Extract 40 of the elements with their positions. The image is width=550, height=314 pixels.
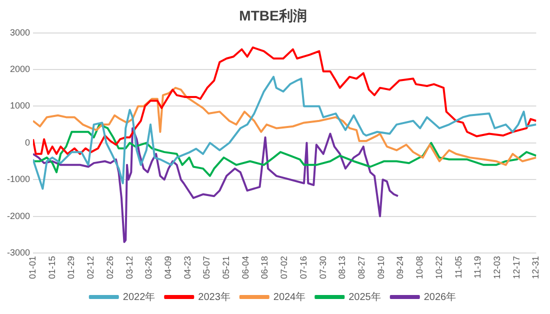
y-tick-label: 3000 bbox=[10, 27, 30, 38]
x-tick-label: 04-23 bbox=[182, 256, 192, 280]
x-tick-label: 08-27 bbox=[356, 256, 367, 280]
y-tick-label: -1000 bbox=[6, 174, 30, 184]
y-tick-label: 1000 bbox=[10, 100, 30, 111]
legend-label: 2023年 bbox=[198, 290, 230, 303]
x-tick-label: 02-26 bbox=[104, 256, 115, 280]
legend-label: 2025年 bbox=[348, 290, 381, 303]
y-tick-label: -2000 bbox=[6, 210, 30, 221]
x-tick-label: 11-05 bbox=[453, 256, 464, 278]
x-tick-label: 11-19 bbox=[472, 256, 483, 278]
x-tick-label: 10-22 bbox=[434, 256, 444, 280]
x-tick-label: 10-08 bbox=[414, 256, 425, 280]
x-tick-label: 04-09 bbox=[162, 256, 173, 280]
x-tick-label: 01-15 bbox=[46, 256, 57, 280]
legend-label: 2026年 bbox=[424, 290, 456, 303]
x-tick-label: 05-07 bbox=[202, 256, 212, 280]
chart-title: MTBE利润 bbox=[239, 7, 307, 24]
x-tick-label: 06-18 bbox=[260, 256, 270, 280]
y-tick-label: 0 bbox=[25, 137, 30, 148]
x-tick-label: 12-31 bbox=[530, 256, 541, 280]
legend-label: 2024年 bbox=[273, 290, 306, 303]
y-tick-label: 2000 bbox=[10, 64, 30, 74]
x-tick-label: 03-12 bbox=[124, 256, 134, 280]
x-tick-label: 12-03 bbox=[492, 256, 502, 280]
x-tick-label: 07-16 bbox=[298, 256, 308, 280]
x-tick-label: 09-10 bbox=[376, 256, 386, 280]
x-tick-label: 07-02 bbox=[279, 256, 290, 280]
x-tick-label: 01-01 bbox=[28, 256, 38, 280]
legend-label: 2022年 bbox=[122, 290, 156, 303]
y-tick-label: -3000 bbox=[6, 247, 30, 258]
x-tick-label: 05-21 bbox=[221, 256, 232, 280]
x-tick-label: 01-29 bbox=[66, 256, 76, 280]
x-tick-label: 08-13 bbox=[337, 256, 348, 280]
x-tick-label: 06-04 bbox=[240, 256, 250, 280]
x-tick-label: 07-30 bbox=[318, 256, 328, 280]
x-tick-label: 02-12 bbox=[86, 256, 96, 280]
x-tick-label: 03-26 bbox=[144, 256, 154, 280]
x-tick-label: 12-17 bbox=[511, 256, 522, 280]
x-tick-label: 09-24 bbox=[395, 256, 406, 280]
